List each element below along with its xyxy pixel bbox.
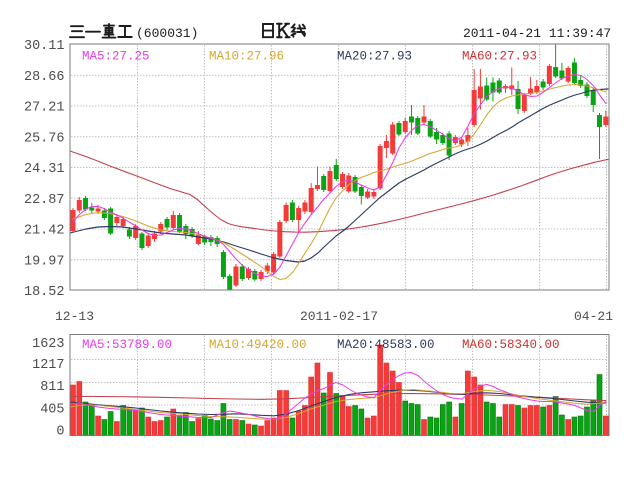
svg-text:MA10:49420.00: MA10:49420.00 [209, 338, 307, 352]
svg-text:2011-04-21 11:39:47: 2011-04-21 11:39:47 [463, 26, 611, 41]
svg-text:0: 0 [56, 425, 64, 440]
svg-text:1623: 1623 [32, 337, 64, 352]
svg-text:MA20:48583.00: MA20:48583.00 [337, 338, 435, 352]
svg-text:MA60:27.93: MA60:27.93 [462, 50, 537, 64]
svg-text:24.31: 24.31 [24, 162, 65, 177]
svg-text:(600031): (600031) [136, 26, 198, 41]
svg-text:MA5:27.25: MA5:27.25 [82, 50, 150, 64]
svg-text:1217: 1217 [32, 358, 64, 373]
svg-text:MA5:53789.00: MA5:53789.00 [82, 338, 172, 352]
svg-text:27.21: 27.21 [24, 101, 65, 116]
svg-text:04-21: 04-21 [574, 309, 613, 324]
svg-text:22.87: 22.87 [24, 193, 65, 208]
svg-text:30.11: 30.11 [24, 39, 65, 54]
svg-text:18.52: 18.52 [24, 285, 65, 300]
svg-text:MA20:27.93: MA20:27.93 [337, 50, 412, 64]
svg-text:21.42: 21.42 [24, 224, 65, 239]
svg-text:25.76: 25.76 [24, 131, 65, 146]
svg-text:2011-02-17: 2011-02-17 [300, 309, 378, 324]
svg-text:28.66: 28.66 [24, 70, 65, 85]
svg-text:12-13: 12-13 [55, 309, 94, 324]
svg-text:MA10:27.96: MA10:27.96 [209, 50, 284, 64]
svg-text:MA60:58340.00: MA60:58340.00 [462, 338, 560, 352]
svg-text:19.97: 19.97 [24, 254, 65, 269]
svg-text:405: 405 [40, 403, 64, 418]
svg-text:811: 811 [40, 380, 64, 395]
